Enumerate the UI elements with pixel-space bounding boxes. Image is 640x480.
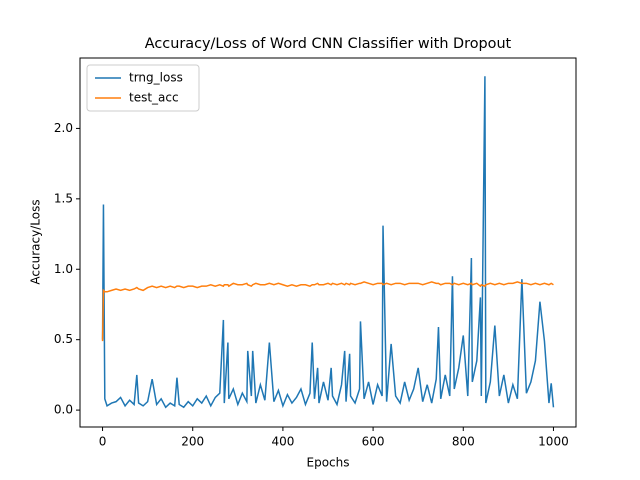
x-tick-label: 200 [181, 435, 204, 449]
y-tick-label: 1.5 [54, 191, 73, 205]
x-axis-label: Epochs [307, 456, 350, 470]
x-tick-label: 0 [99, 435, 107, 449]
y-tick-label: 0.5 [54, 332, 73, 346]
y-tick-label: 0.0 [54, 403, 73, 417]
series-line [101, 281, 554, 342]
x-tick-label: 600 [362, 435, 385, 449]
legend-label: trng_loss [129, 71, 183, 85]
x-tick-label: 1000 [538, 435, 569, 449]
chart-title: Accuracy/Loss of Word CNN Classifier wit… [145, 36, 512, 52]
series-line [101, 76, 555, 409]
y-axis-label: Accuracy/Loss [29, 199, 43, 284]
legend-box [86, 64, 200, 112]
legend-label: test_acc [129, 91, 179, 105]
y-tick-label: 2.0 [54, 121, 73, 135]
plot-frame [79, 57, 577, 428]
y-tick-label: 1.0 [54, 262, 73, 276]
x-tick-label: 400 [271, 435, 294, 449]
x-tick-label: 800 [452, 435, 475, 449]
